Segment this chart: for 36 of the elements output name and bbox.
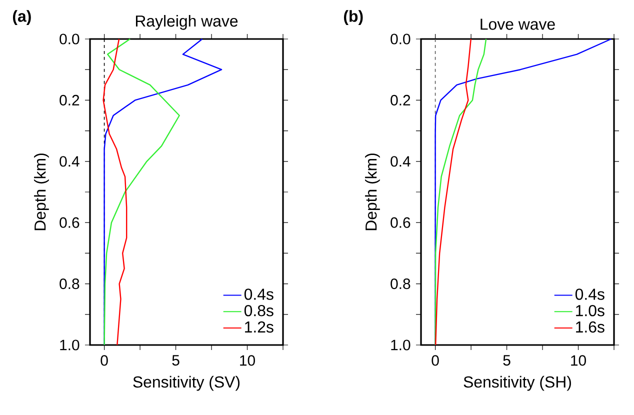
x-tick-label: 0 (432, 355, 439, 366)
y-tick-label: 1.0 (391, 340, 410, 350)
y-tick-label: 0.6 (60, 217, 80, 228)
y-axis-title: Depth (km) (365, 154, 380, 230)
legend-label: 0.4s (244, 288, 274, 300)
line-series (102, 38, 128, 346)
x-tick-label: 10 (240, 355, 255, 366)
x-tick-label: 5 (172, 355, 180, 366)
y-tick-label: 0.4 (60, 156, 80, 167)
y-tick-label: 0.0 (60, 34, 80, 44)
line-series (434, 38, 472, 346)
text: (b) (344, 10, 363, 26)
y-tick-label: 0.2 (60, 94, 80, 106)
chart-title: Rayleigh wave (136, 14, 238, 30)
y-tick-label: 1.0 (60, 340, 80, 350)
y-tick-label: 0.4 (390, 156, 410, 167)
line-series (434, 38, 487, 346)
x-tick-label: 5 (503, 355, 510, 366)
y-tick-label: 0.0 (390, 34, 410, 44)
chart-title: Love wave (480, 18, 555, 30)
text: (a) (12, 10, 31, 26)
legend-label: 0.4s (575, 288, 604, 300)
y-tick-label: 0.6 (390, 217, 410, 228)
y-axis-title: Depth (km) (34, 154, 49, 230)
x-tick-label: 10 (571, 355, 586, 366)
legend-label: 1.0s (576, 304, 604, 316)
y-tick-label: 0.8 (390, 278, 410, 290)
x-axis-title: Sensitivity (SV) (133, 376, 240, 391)
y-tick-label: 0.8 (60, 278, 80, 290)
legend-label: 0.8s (244, 304, 274, 316)
line-series (104, 38, 180, 346)
x-tick-label: 0 (100, 355, 108, 366)
legend-label: 1.6s (576, 321, 604, 333)
legend-label: 1.2s (245, 321, 274, 333)
x-axis-title: Sensitivity (SH) (464, 376, 571, 391)
y-tick-label: 0.2 (390, 94, 410, 106)
